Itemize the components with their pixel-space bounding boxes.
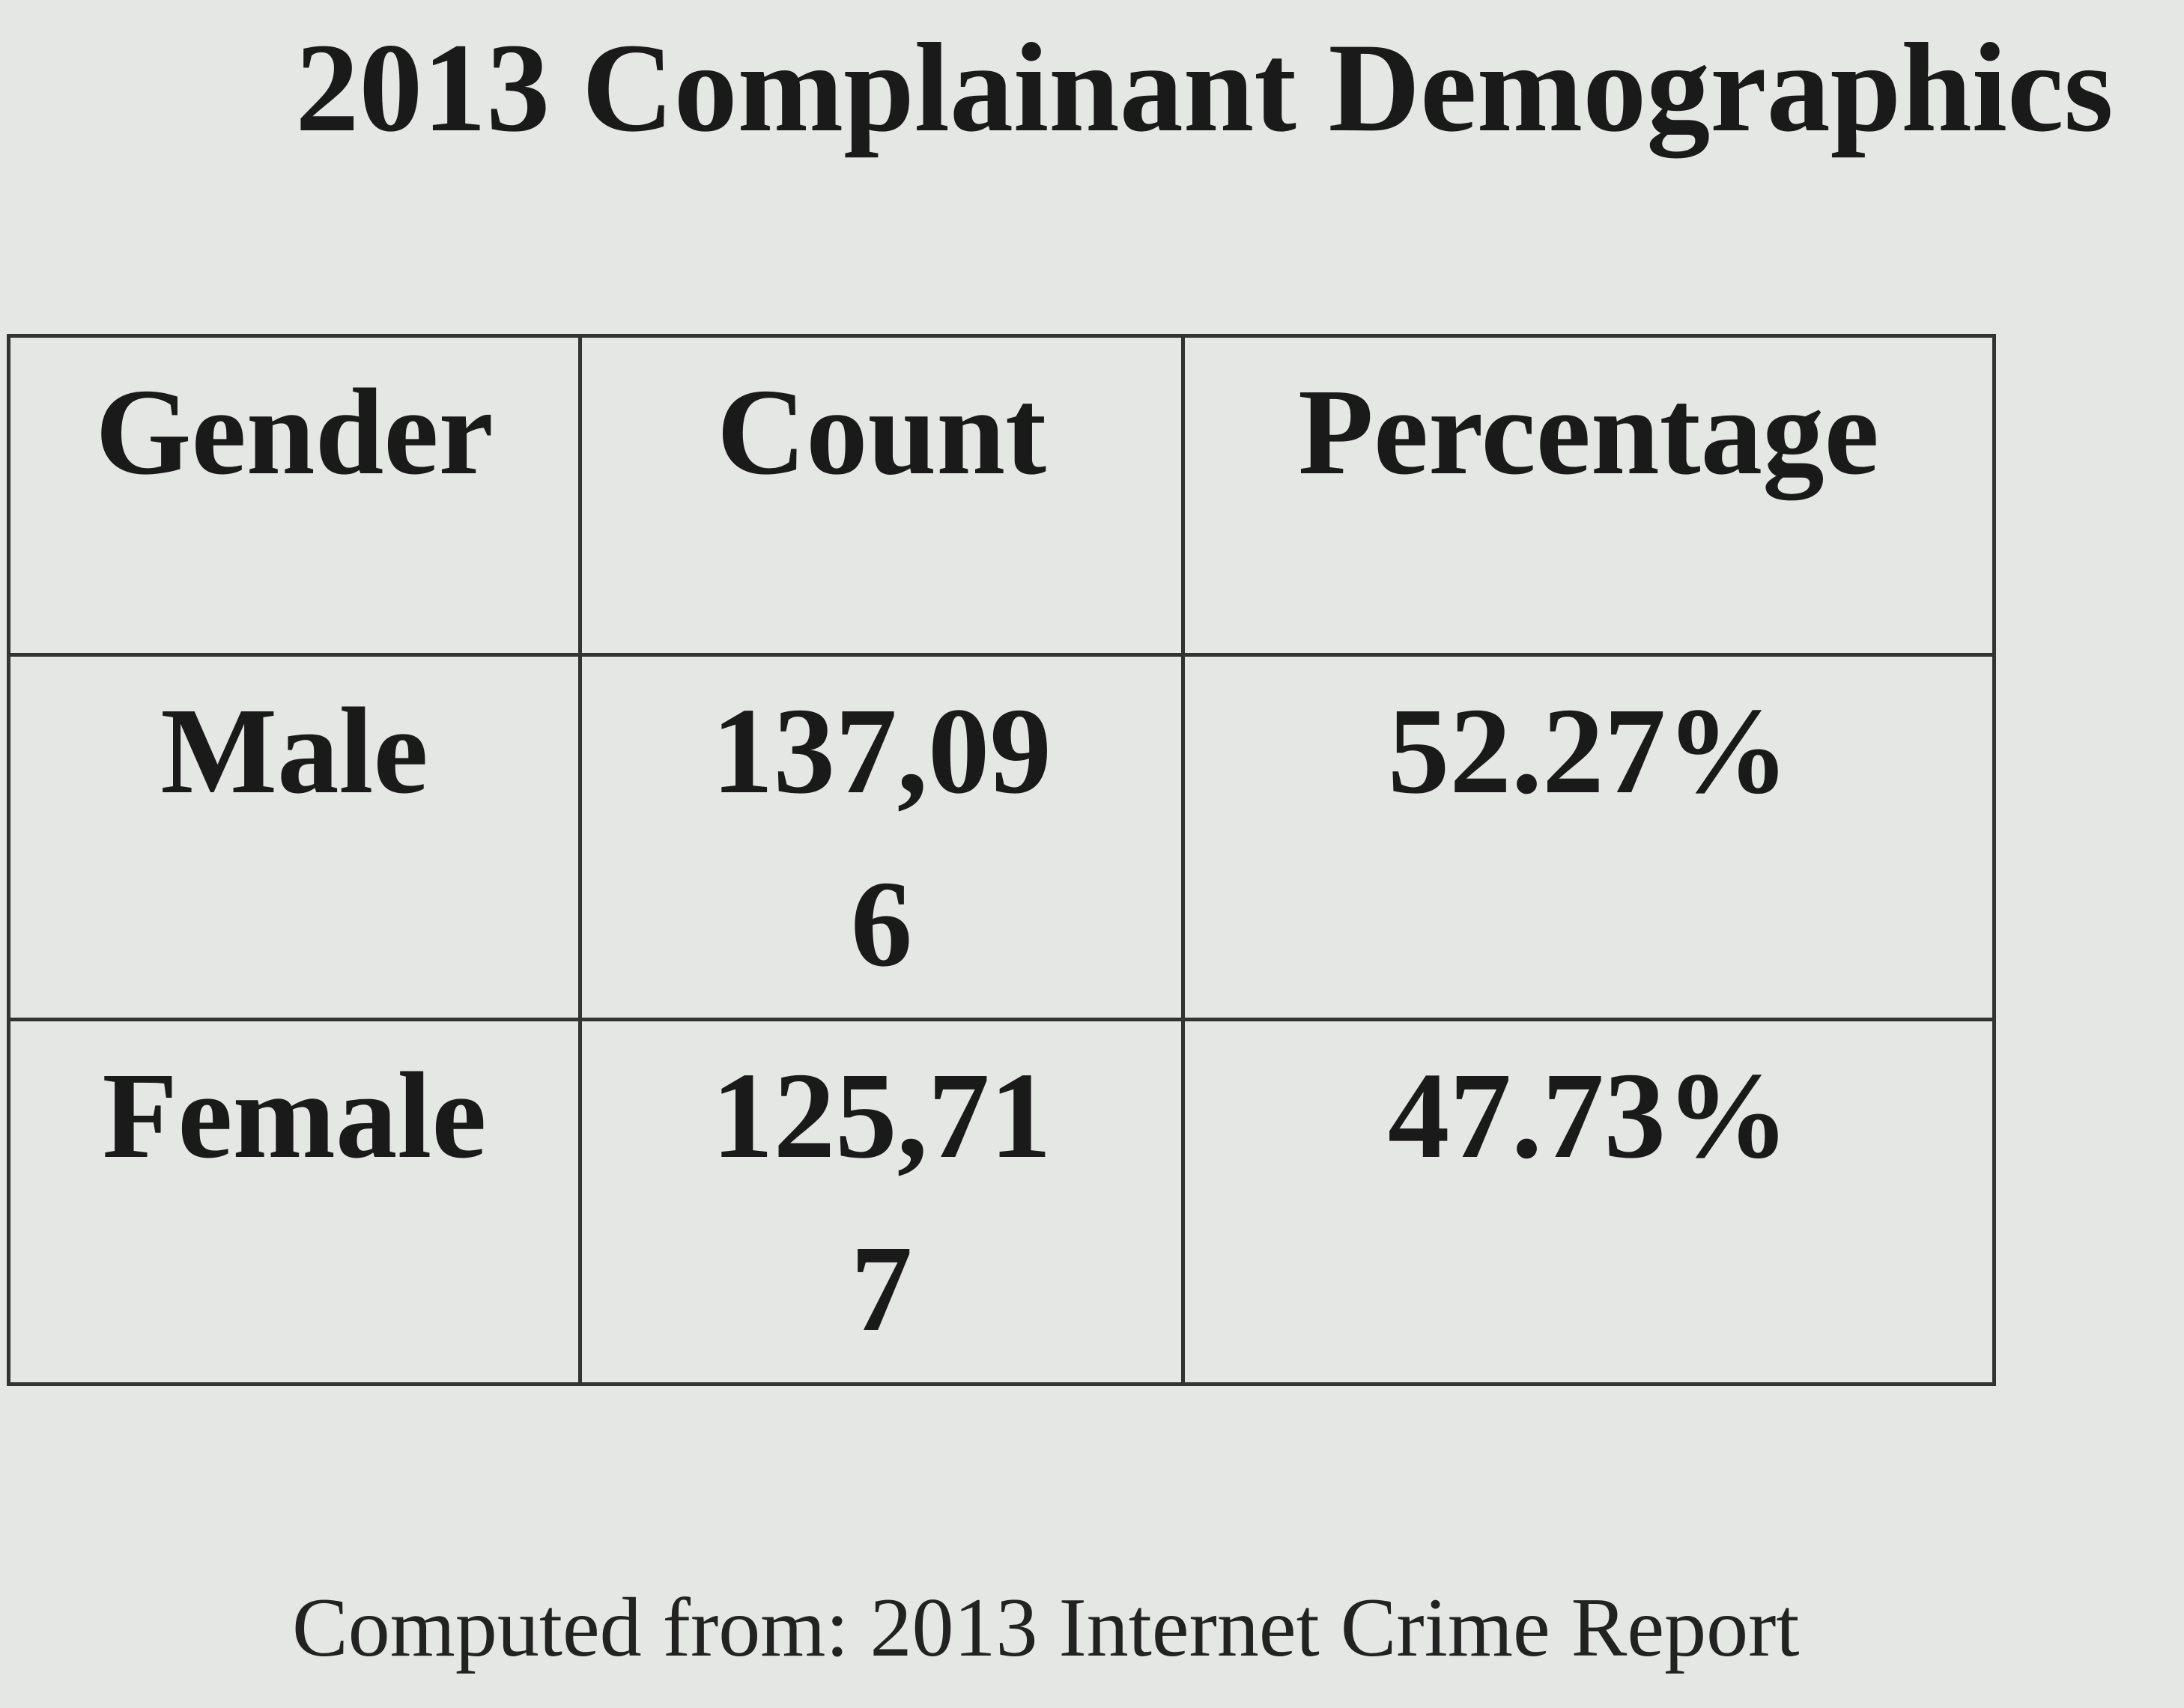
count-cell: 125,717 — [578, 1018, 1185, 1386]
count: 137,096 — [712, 682, 1052, 992]
title: 2013 Complainant Demographics — [295, 17, 2114, 158]
gender-cell: Female — [7, 1018, 582, 1386]
percentage-cell: 47.73% — [1181, 1018, 1996, 1386]
data-row: Male 137,096 52.27% — [7, 653, 1996, 1021]
header-cell: Count — [578, 334, 1185, 657]
gender-cell: Male — [7, 653, 582, 1021]
count-cell: 137,096 — [578, 653, 1185, 1021]
count: 125,717 — [712, 1047, 1052, 1357]
demographics-table: Gender Count Percentage Male 137,096 52.… — [7, 334, 1996, 1386]
percentage-cell: 52.27% — [1181, 653, 1996, 1021]
header-cell: Percentage — [1181, 334, 1996, 657]
footer-note: Computed from: 2013 Internet Crime Repor… — [292, 1581, 1800, 1674]
data-row: Female 125,717 47.73% — [7, 1018, 1996, 1386]
header-cell: Gender — [7, 334, 582, 657]
header-row: Gender Count Percentage — [7, 334, 1996, 657]
